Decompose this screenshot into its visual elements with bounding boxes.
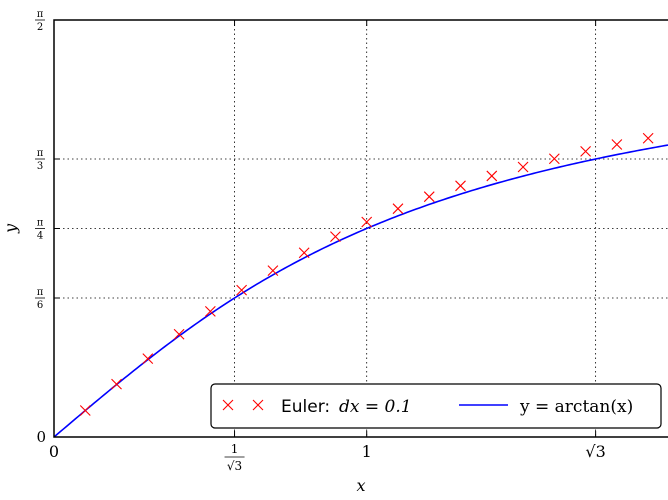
euler-point-3 bbox=[173, 328, 185, 340]
euler-point-6 bbox=[267, 265, 279, 276]
grid-lines bbox=[54, 20, 668, 437]
euler-point-5 bbox=[236, 284, 248, 296]
euler-point-18 bbox=[642, 132, 654, 144]
euler-point-14 bbox=[517, 161, 529, 173]
legend-box bbox=[210, 383, 662, 429]
euler-point-2 bbox=[142, 353, 154, 365]
arctan-line bbox=[53, 144, 668, 438]
legend: Euler: dx = 0.1 y = arctan(x) bbox=[210, 383, 662, 429]
x-tick-label-1: 1√3 bbox=[224, 442, 245, 473]
y-tick-label-num: π bbox=[37, 287, 44, 298]
x-tick-label-den: √3 bbox=[227, 459, 242, 473]
y-axis-label: y bbox=[1, 223, 20, 234]
x-tick-label-0: 0 bbox=[49, 442, 59, 461]
y-tick-label-den: 2 bbox=[37, 22, 43, 33]
tick-marks bbox=[53, 19, 597, 438]
euler-point-0 bbox=[79, 405, 91, 416]
euler-point-16 bbox=[580, 145, 591, 157]
legend-euler-x-1 bbox=[252, 399, 264, 411]
y-tick-label-den: 6 bbox=[37, 300, 43, 311]
y-tick-label-4: π2 bbox=[35, 9, 45, 33]
y-tick-label-den: 4 bbox=[37, 231, 43, 242]
y-tick-label-den: 3 bbox=[37, 161, 43, 172]
euler-point-15 bbox=[548, 153, 560, 165]
euler-point-12 bbox=[455, 180, 466, 192]
euler-point-13 bbox=[486, 170, 498, 182]
y-tick-label-1: π6 bbox=[35, 287, 45, 311]
euler-point-10 bbox=[392, 203, 404, 215]
legend-arctan-label: y = arctan(x) bbox=[519, 397, 633, 417]
legend-euler-x-0 bbox=[222, 399, 234, 411]
x-tick-label-3: √3 bbox=[585, 442, 605, 461]
x-tick-label-num: 1 bbox=[231, 442, 239, 456]
euler-point-17 bbox=[611, 139, 623, 150]
euler-point-7 bbox=[298, 247, 310, 259]
y-tick-label-0: 0 bbox=[36, 428, 46, 446]
euler-point-4 bbox=[204, 305, 216, 317]
y-tick-label-num: π bbox=[37, 148, 44, 159]
euler-point-1 bbox=[111, 378, 122, 390]
x-axis-label: x bbox=[356, 476, 365, 495]
euler-point-8 bbox=[330, 231, 341, 243]
y-tick-label-num: π bbox=[37, 9, 44, 20]
legend-euler-math: dx = 0.1 bbox=[339, 397, 412, 417]
y-tick-label-num: π bbox=[37, 218, 44, 229]
euler-point-9 bbox=[361, 216, 373, 228]
y-tick-label-3: π3 bbox=[35, 148, 45, 172]
legend-euler-label: Euler: bbox=[281, 397, 330, 417]
line-layer bbox=[53, 144, 668, 438]
legend-euler-marker-icon bbox=[222, 399, 264, 411]
y-tick-label-2: π4 bbox=[35, 218, 45, 242]
marker-layer bbox=[79, 132, 654, 416]
x-tick-label-2: 1 bbox=[362, 442, 372, 461]
euler-point-11 bbox=[423, 191, 435, 203]
